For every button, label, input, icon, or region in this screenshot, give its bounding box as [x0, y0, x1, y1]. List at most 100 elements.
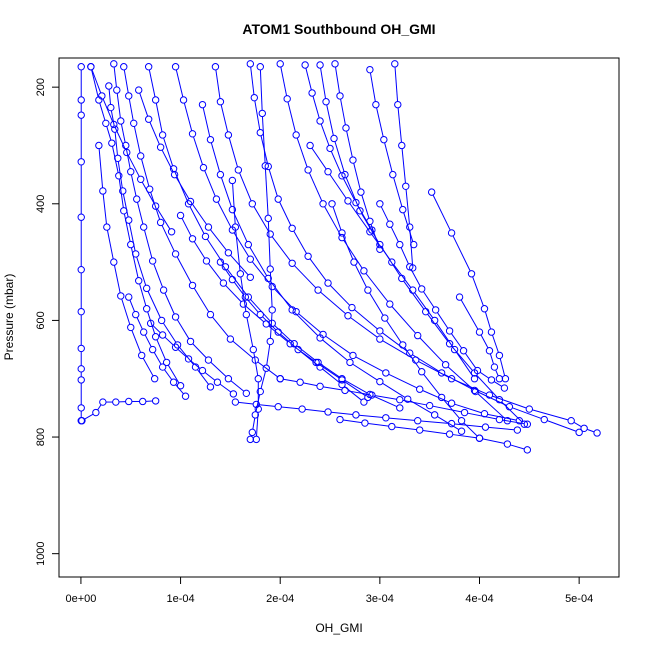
data-point [447, 375, 456, 383]
series-segment [472, 276, 484, 306]
series-segment [386, 320, 402, 343]
series-segment [371, 234, 391, 260]
data-point [246, 255, 255, 263]
data-point [246, 273, 255, 281]
x-axis: 0e+00 1e-04 2e-04 3e-04 4e-04 5e-04 [65, 577, 593, 605]
data-point [427, 188, 436, 196]
data-point [206, 135, 215, 144]
series-segment [164, 292, 175, 315]
series-segment [394, 66, 399, 102]
data-point [142, 284, 151, 293]
data-point [139, 223, 148, 231]
data-point [447, 399, 456, 407]
series-segment [204, 372, 216, 381]
data-point [226, 335, 235, 343]
data-point [376, 327, 384, 335]
series-segment [161, 149, 174, 173]
series-segment [452, 235, 471, 272]
series-segment [268, 169, 278, 197]
series-segment [114, 132, 118, 156]
series-segment [477, 393, 506, 419]
data-point [251, 411, 259, 419]
data-point [150, 375, 159, 383]
series-segment [253, 352, 259, 376]
data-point [77, 158, 85, 166]
data-point [447, 229, 456, 237]
data-point [188, 235, 197, 243]
data-point [414, 417, 422, 425]
series-segment [410, 269, 421, 287]
data-point [254, 375, 262, 383]
series-segment [111, 146, 119, 173]
data-point [256, 128, 264, 137]
series-segment [153, 352, 162, 365]
data-point [376, 335, 384, 343]
data-point [342, 124, 350, 132]
data-point [301, 61, 309, 69]
series-segment [298, 313, 321, 333]
data-point [388, 258, 396, 266]
series-segment [482, 438, 505, 444]
data-point [264, 162, 272, 171]
series-segment [370, 224, 380, 247]
data-point [157, 316, 166, 325]
series-segment [403, 212, 414, 242]
series-segment [260, 371, 266, 389]
data-point [338, 380, 346, 389]
data-point [352, 411, 360, 419]
data-point [77, 213, 85, 221]
series-segment [175, 69, 184, 97]
data-point [513, 426, 522, 434]
data-point [151, 397, 160, 405]
data-point [495, 415, 504, 424]
data-point [239, 300, 248, 308]
series-segment [454, 423, 483, 428]
series-segment [181, 218, 192, 237]
data-point [224, 131, 233, 139]
data-point [467, 270, 476, 278]
data-point [266, 230, 274, 238]
series-segment [443, 399, 460, 419]
data-point [580, 424, 588, 432]
data-point [229, 390, 238, 398]
data-point [186, 197, 195, 206]
series-segment [183, 102, 193, 131]
data-point [242, 310, 251, 319]
series-segment [193, 287, 210, 313]
series-segment [320, 363, 340, 378]
data-point [416, 385, 424, 393]
series-segment [447, 366, 474, 390]
series-segment [147, 311, 156, 334]
data-point [105, 82, 113, 90]
series-segment [280, 66, 288, 96]
data-point [475, 328, 484, 336]
series-segment [239, 172, 252, 202]
data-point [123, 148, 131, 157]
data-point [357, 188, 365, 196]
data-point [77, 376, 85, 384]
series-segment [128, 223, 136, 251]
data-point [376, 240, 384, 249]
data-point [264, 214, 272, 223]
data-point [127, 168, 135, 176]
data-point [170, 170, 179, 179]
data-point [181, 392, 190, 400]
data-point [92, 408, 100, 417]
series-segment [436, 322, 454, 348]
series-segment [495, 369, 499, 376]
series-segment [300, 351, 318, 366]
data-point [171, 343, 180, 351]
data-point [266, 337, 274, 346]
data-point [450, 345, 459, 354]
data-point [216, 170, 225, 179]
data-point [366, 217, 374, 225]
series-segment [418, 361, 449, 378]
series-segment [220, 177, 232, 207]
series-segment [122, 193, 129, 218]
data-point [316, 334, 324, 342]
data-point [418, 285, 426, 293]
data-point [525, 405, 534, 413]
series-segment [460, 299, 479, 330]
data-point [495, 375, 504, 383]
series-segment [451, 345, 473, 371]
